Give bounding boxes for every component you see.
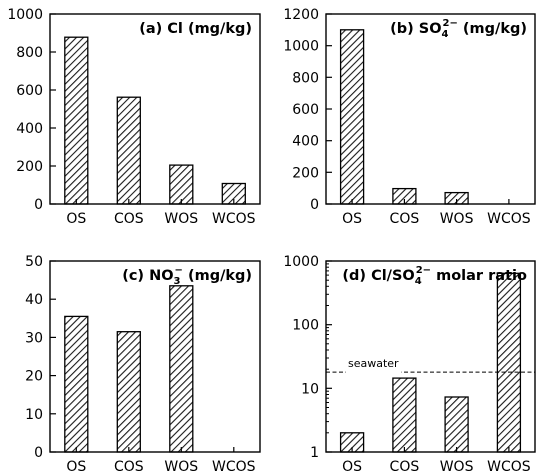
panel-b-ytick-label: 1200 [283, 7, 319, 23]
panel-b-ytick-label: 1000 [283, 39, 319, 55]
panel-c-ytick-label: 40 [25, 292, 43, 308]
panel-c-ytick-label: 30 [25, 330, 43, 346]
panel-c-bar-wos [169, 285, 194, 453]
panel-a-ytick-label: 400 [16, 121, 43, 137]
panel-c-ytick-label: 50 [25, 254, 43, 270]
panel-a-bar-wos [169, 164, 194, 205]
panel-a-chloride: 0 200 400 600 800 1000 OS COS WOS WCOS (a) Cl (mg/… [7, 7, 261, 227]
panel-c-ytick-label: 0 [34, 445, 43, 461]
panel-c-xtick-label-os: OS [66, 459, 86, 474]
panel-a-ytick-label: 800 [16, 45, 43, 61]
panel-a-title: (a) Cl (mg/kg) [139, 21, 252, 37]
panel-b-ytick-label: 600 [292, 102, 319, 118]
panel-c-bar-cos [116, 331, 141, 453]
panel-b-xtick-label-wos: WOS [440, 211, 474, 227]
panel-b-xtick-label-os: OS [342, 211, 362, 227]
panel-b-ytick-label: 0 [310, 197, 319, 213]
panel-a-xtick-label-wcos: WCOS [212, 211, 256, 227]
panel-a-ytick-label: 0 [34, 197, 43, 213]
panel-b-xtick-label-wcos: WCOS [487, 211, 531, 227]
panel-c-xtick-label-wos: WOS [164, 459, 198, 474]
panel-d-molar-ratio: seawater 1 10 100 1000 OS COS WOS WCOS (d) Cl/SO4… [283, 254, 536, 474]
panel-d-ytick-label: 1 [310, 445, 319, 461]
panel-b-xtick-label-cos: COS [390, 211, 420, 227]
panel-d-seawater-label: seawater [348, 357, 399, 370]
panel-d-title: (d) Cl/SO42− molar ratio [342, 265, 527, 287]
panel-b-ytick-label: 200 [292, 165, 319, 181]
panel-c-title: (c) NO3− (mg/kg) [122, 265, 252, 287]
panel-d-ytick-label: 1000 [283, 254, 319, 270]
panel-a-ytick-label: 200 [16, 159, 43, 175]
panel-c-xtick-label-cos: COS [114, 459, 144, 474]
panel-b-ytick-label: 400 [292, 134, 319, 150]
panel-a-ytick-label: 1000 [7, 7, 43, 23]
panel-a-bar-os [64, 36, 89, 205]
panel-d-bar-cos [392, 377, 417, 453]
panel-a-xtick-label-os: OS [66, 211, 86, 227]
panel-c-xtick-label-wcos: WCOS [212, 459, 256, 474]
panel-b-ytick-label: 800 [292, 70, 319, 86]
panel-c-ytick-label: 10 [25, 407, 43, 423]
panel-c-bar-os [64, 315, 89, 453]
panel-d-ytick-label: 10 [301, 381, 319, 397]
panel-a-bar-cos [116, 96, 141, 205]
panel-d-frame [325, 260, 536, 453]
panel-d-xtick-label-os: OS [342, 459, 362, 474]
panel-a-xtick-label-cos: COS [114, 211, 144, 227]
panel-b-sulfate: 0 200 400 600 800 1000 1200 OS COS WOS WCOS (b) SO4… [283, 7, 536, 227]
panel-a-frame [49, 13, 261, 205]
panel-c-nitrate: 0 10 20 30 40 50 OS COS WOS WCOS (c) NO3− (mg/kg) [25, 254, 261, 474]
panel-d-xtick-label-cos: COS [390, 459, 420, 474]
panel-c-frame [49, 260, 261, 453]
panel-a-ytick-label: 600 [16, 83, 43, 99]
panel-b-bar-os [339, 29, 365, 205]
panel-b-title: (b) SO42− (mg/kg) [390, 18, 527, 40]
panel-d-ytick-label: 100 [292, 318, 319, 334]
panel-d-bar-wcos [496, 272, 522, 453]
panel-d-xtick-label-wos: WOS [440, 459, 474, 474]
panel-a-xtick-label-wos: WOS [164, 211, 198, 227]
panel-d-bar-wos [444, 396, 469, 453]
panel-d-xtick-label-wcos: WCOS [487, 459, 531, 474]
panel-c-ytick-label: 20 [25, 369, 43, 385]
